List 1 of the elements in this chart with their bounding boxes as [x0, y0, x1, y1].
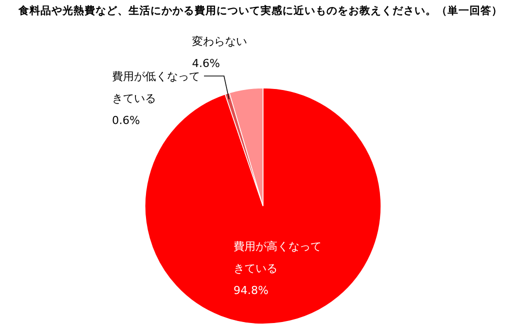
- title: 食料品や光熱費など、生活にかかる費用について実感に近いものをお教えください。（単一回答）: [18, 5, 502, 17]
